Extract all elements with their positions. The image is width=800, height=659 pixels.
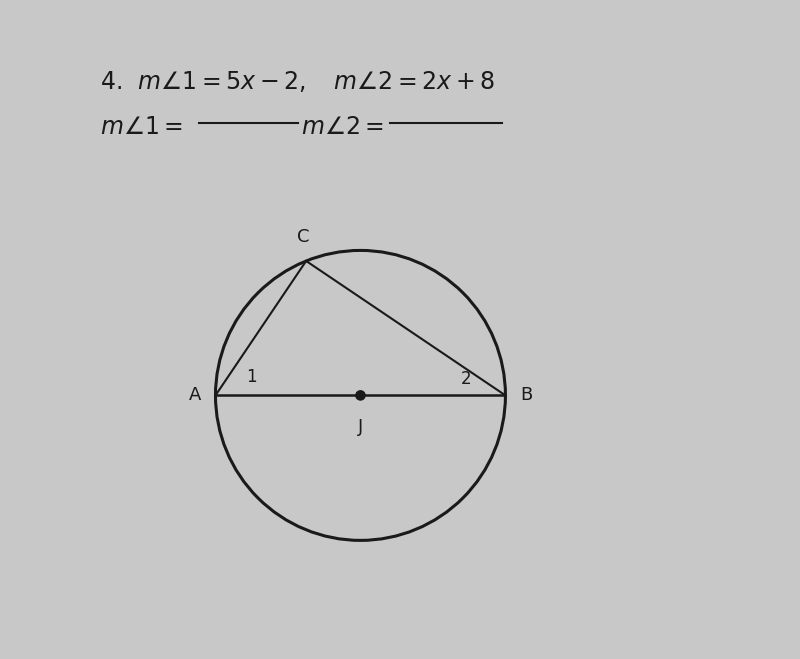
Text: A: A: [189, 386, 201, 405]
Text: B: B: [520, 386, 532, 405]
Text: C: C: [297, 229, 309, 246]
Text: 4.  $m\angle 1 = 5x - 2,$   $m\angle 2 = 2x + 8$: 4. $m\angle 1 = 5x - 2,$ $m\angle 2 = 2x…: [100, 69, 495, 94]
Text: 1: 1: [246, 368, 257, 386]
Text: 2: 2: [461, 370, 471, 388]
Text: $m\angle 1 =$: $m\angle 1 =$: [100, 115, 183, 139]
Text: J: J: [358, 418, 363, 436]
Circle shape: [356, 391, 365, 400]
Text: $m\angle 2 =$: $m\angle 2 =$: [301, 115, 384, 139]
